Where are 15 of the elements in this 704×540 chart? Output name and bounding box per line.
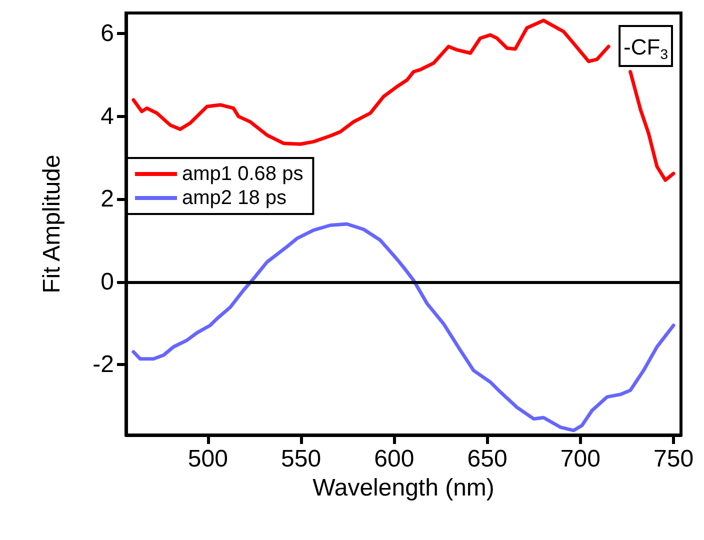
y-tick-label: 4 <box>100 102 114 130</box>
x-tick-label: 500 <box>188 446 228 472</box>
y-tick-label: 2 <box>100 186 114 213</box>
x-tick-label: 750 <box>654 446 694 472</box>
y-axis-title: Fit Amplitude <box>38 154 66 294</box>
legend-label: amp2 18 ps <box>182 187 287 209</box>
x-tick-label: 550 <box>281 446 322 472</box>
x-tick-label: 650 <box>467 446 508 472</box>
legend-label: amp1 0.68 ps <box>182 163 304 185</box>
y-tick-label: -2 <box>92 351 114 378</box>
x-tick-label: 600 <box>374 446 414 472</box>
y-tick-label: 6 <box>100 20 114 48</box>
y-tick-label: 0 <box>100 268 114 296</box>
x-axis-title: Wavelength (nm) <box>312 474 494 502</box>
x-tick-label: 700 <box>560 446 600 472</box>
